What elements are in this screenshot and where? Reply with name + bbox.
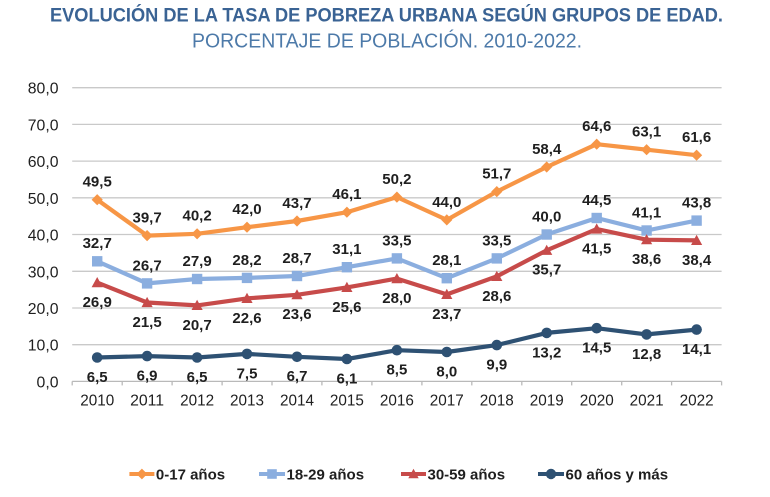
svg-text:41,5: 41,5 — [582, 240, 611, 257]
svg-text:33,5: 33,5 — [382, 232, 411, 249]
svg-text:63,1: 63,1 — [632, 124, 661, 141]
svg-text:2010: 2010 — [80, 393, 114, 410]
svg-text:42,0: 42,0 — [232, 201, 261, 218]
svg-text:2015: 2015 — [330, 393, 364, 410]
svg-text:32,7: 32,7 — [83, 235, 112, 252]
svg-text:6,9: 6,9 — [137, 368, 158, 385]
svg-text:6,7: 6,7 — [287, 368, 308, 385]
svg-text:33,5: 33,5 — [482, 232, 511, 249]
svg-text:60 años y más: 60 años y más — [566, 466, 669, 483]
svg-text:60,0: 60,0 — [28, 154, 59, 171]
svg-text:64,6: 64,6 — [582, 118, 611, 135]
svg-text:9,9: 9,9 — [486, 357, 507, 374]
svg-text:23,7: 23,7 — [432, 306, 461, 323]
svg-text:2011: 2011 — [130, 393, 164, 410]
svg-text:25,6: 25,6 — [332, 299, 361, 316]
svg-text:30,0: 30,0 — [28, 264, 59, 281]
svg-text:0,0: 0,0 — [37, 374, 59, 391]
svg-text:49,5: 49,5 — [83, 174, 112, 191]
svg-text:2016: 2016 — [380, 393, 414, 410]
svg-text:2021: 2021 — [630, 393, 664, 410]
svg-text:58,4: 58,4 — [532, 141, 562, 158]
svg-text:28,1: 28,1 — [432, 252, 461, 269]
svg-text:38,4: 38,4 — [682, 252, 712, 269]
svg-text:38,6: 38,6 — [632, 251, 661, 268]
svg-text:44,0: 44,0 — [432, 194, 461, 211]
svg-text:43,8: 43,8 — [682, 195, 711, 212]
svg-text:8,0: 8,0 — [436, 363, 457, 380]
svg-text:2019: 2019 — [530, 393, 564, 410]
svg-text:31,1: 31,1 — [332, 241, 361, 258]
svg-text:46,1: 46,1 — [332, 186, 361, 203]
svg-text:44,5: 44,5 — [582, 192, 611, 209]
svg-text:14,1: 14,1 — [682, 341, 711, 358]
svg-text:21,5: 21,5 — [132, 314, 161, 331]
svg-text:2012: 2012 — [180, 393, 214, 410]
svg-text:13,2: 13,2 — [532, 344, 561, 361]
svg-text:20,7: 20,7 — [182, 317, 211, 334]
svg-text:2014: 2014 — [280, 393, 314, 410]
svg-text:50,0: 50,0 — [28, 191, 59, 208]
svg-text:61,6: 61,6 — [682, 129, 711, 146]
svg-text:2018: 2018 — [480, 393, 514, 410]
svg-text:39,7: 39,7 — [132, 210, 161, 227]
svg-text:18-29 años: 18-29 años — [287, 466, 365, 483]
svg-text:27,9: 27,9 — [182, 253, 211, 270]
svg-text:26,9: 26,9 — [83, 294, 112, 311]
svg-text:35,7: 35,7 — [532, 262, 561, 279]
svg-text:10,0: 10,0 — [28, 338, 59, 355]
svg-text:51,7: 51,7 — [482, 166, 511, 183]
svg-text:28,0: 28,0 — [382, 290, 411, 307]
svg-text:80,0: 80,0 — [28, 81, 59, 98]
svg-text:2017: 2017 — [430, 393, 464, 410]
svg-text:2022: 2022 — [680, 393, 714, 410]
svg-text:20,0: 20,0 — [28, 301, 59, 318]
svg-text:41,1: 41,1 — [632, 204, 661, 221]
svg-text:28,7: 28,7 — [282, 250, 311, 267]
svg-text:50,2: 50,2 — [382, 171, 411, 188]
svg-text:12,8: 12,8 — [632, 346, 661, 363]
svg-text:PORCENTAJE DE POBLACIÓN. 2010-: PORCENTAJE DE POBLACIÓN. 2010-2022. — [192, 30, 582, 53]
svg-text:23,6: 23,6 — [282, 306, 311, 323]
svg-text:40,0: 40,0 — [532, 208, 561, 225]
svg-text:26,7: 26,7 — [132, 257, 161, 274]
svg-text:70,0: 70,0 — [28, 117, 59, 134]
svg-text:28,6: 28,6 — [482, 288, 511, 305]
svg-text:40,2: 40,2 — [182, 208, 211, 225]
svg-text:28,2: 28,2 — [232, 252, 261, 269]
svg-text:43,7: 43,7 — [282, 195, 311, 212]
svg-text:6,5: 6,5 — [87, 369, 108, 386]
svg-text:EVOLUCIÓN DE LA TASA DE POBREZ: EVOLUCIÓN DE LA TASA DE POBREZA URBANA S… — [50, 3, 723, 27]
svg-text:6,1: 6,1 — [336, 370, 357, 387]
svg-text:6,5: 6,5 — [187, 369, 208, 386]
svg-text:2020: 2020 — [580, 393, 614, 410]
svg-text:0-17 años: 0-17 años — [156, 466, 225, 483]
svg-text:2013: 2013 — [230, 393, 264, 410]
svg-text:22,6: 22,6 — [232, 310, 261, 327]
svg-text:40,0: 40,0 — [28, 228, 59, 245]
svg-text:8,5: 8,5 — [386, 362, 407, 379]
svg-text:14,5: 14,5 — [582, 340, 611, 357]
svg-text:7,5: 7,5 — [237, 365, 258, 382]
svg-text:30-59 años: 30-59 años — [428, 466, 506, 483]
